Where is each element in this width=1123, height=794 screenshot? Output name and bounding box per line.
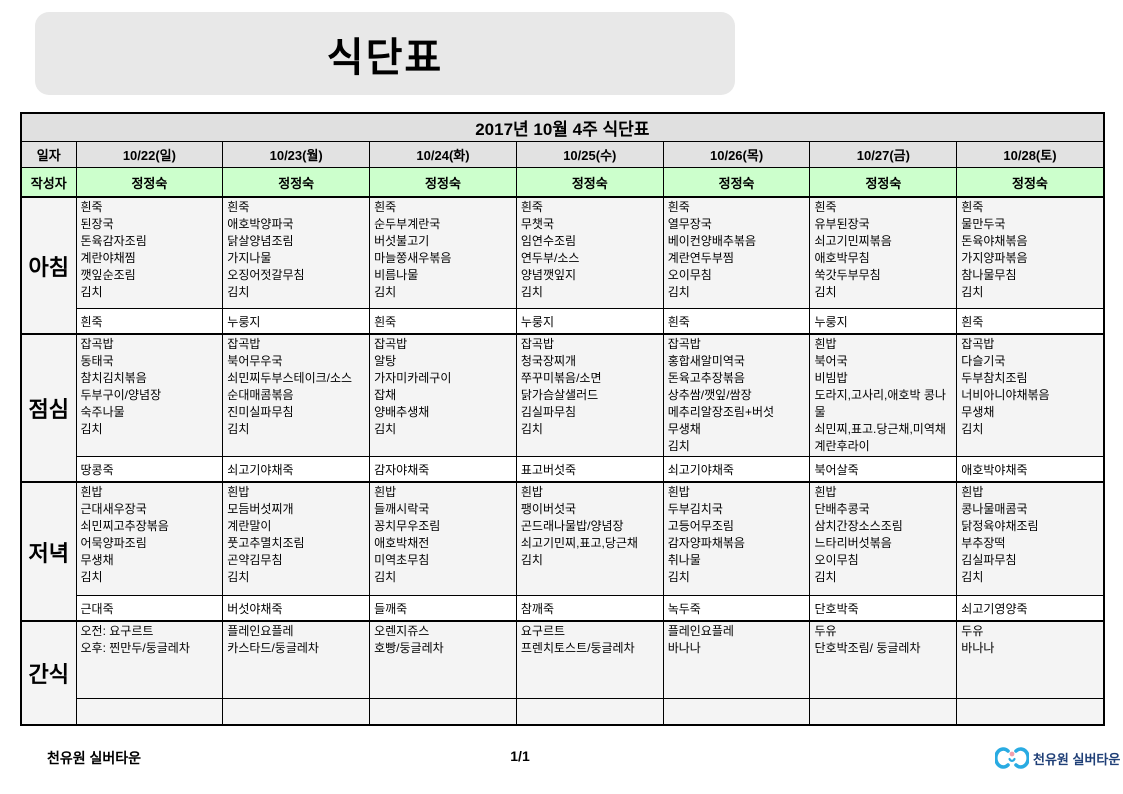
menu-cell: 요구르트 프렌치토스트/둥글레차 [515, 620, 664, 700]
facility-logo-icon [995, 745, 1029, 771]
porridge-cell: 근대죽 [75, 595, 224, 623]
snack-row: 간식 오전: 요구르트 오후: 찐만두/둥글레차 플레인요플레 카스타드/둥글레… [20, 620, 1105, 727]
menu-cell: 잡곡밥 알탕 가자미카레구이 잡채 양배추생채 김치 [369, 333, 517, 458]
porridge-cell: 애호박야채죽 [956, 456, 1105, 484]
footer-logo: 천유원 실버타운 [995, 745, 1120, 771]
porridge-cell: 흰죽 [369, 308, 517, 335]
meal-label-breakfast: 아침 [20, 196, 77, 335]
menu-cell: 오전: 요구르트 오후: 찐만두/둥글레차 [75, 620, 224, 700]
footer-logo-text: 천유원 실버타운 [1033, 751, 1121, 767]
menu-cell: 흰죽 된장국 돈육감자조림 계란야채찜 깻잎순조림 김치 [75, 196, 224, 309]
date-header: 10/28(토) [956, 141, 1105, 168]
menu-cell: 흰밥 북어국 비빔밥 도라지,고사리,애호박 콩나물 쇠민찌,표고.당근채,미역… [809, 333, 958, 458]
date-header: 10/22(일) [75, 141, 224, 168]
lunch-porridge-row: 땅콩죽 쇠고기야채죽 감자야채죽 표고버섯죽 쇠고기야채죽 북어살죽 애호박야채… [21, 456, 1105, 484]
empty-cell [515, 698, 664, 727]
menu-cell: 잡곡밥 홍합새알미역국 돈육고추장볶음 상추쌈/깻잎/쌈장 메추리알장조림+버섯… [662, 333, 811, 458]
porridge-cell: 누룽지 [809, 308, 958, 335]
empty-cell [809, 698, 958, 727]
menu-cell: 흰죽 유부된장국 쇠고기민찌볶음 애호박무침 쑥갓두부무침 김치 [809, 196, 958, 309]
table-title: 2017년 10월 4주 식단표 [20, 112, 1105, 142]
author-cell: 정정숙 [75, 167, 224, 198]
menu-cell: 잡곡밥 동태국 참치김치볶음 두부구이/양념장 숙주나물 김치 [75, 333, 224, 458]
porridge-cell: 누룽지 [515, 308, 664, 335]
author-row: 작성자 정정숙 정정숙 정정숙 정정숙 정정숙 정정숙 정정숙 [20, 167, 1105, 198]
porridge-cell: 땅콩죽 [75, 456, 224, 484]
meal-label-dinner: 저녁 [20, 481, 77, 623]
menu-cell: 흰죽 열무장국 베이컨양배추볶음 계란연두부찜 오이무침 김치 [662, 196, 811, 309]
date-header: 10/27(금) [809, 141, 958, 168]
page-title-banner: 식단표 [35, 12, 735, 95]
menu-cell: 흰밥 모듬버섯찌개 계란말이 풋고추멸치조림 곤약김무침 김치 [222, 481, 371, 597]
menu-cell: 흰죽 물만두국 돈육야채볶음 가지양파볶음 참나물무침 김치 [956, 196, 1105, 309]
porridge-cell: 표고버섯죽 [515, 456, 664, 484]
menu-cell: 흰밥 근대새우장국 쇠민찌고추장볶음 어묵양파조림 무생채 김치 [75, 481, 224, 597]
empty-cell [369, 698, 517, 727]
date-header: 10/24(화) [369, 141, 517, 168]
footer-page-number: 1/1 [510, 748, 530, 764]
porridge-cell: 쇠고기야채죽 [662, 456, 811, 484]
porridge-cell: 누룽지 [222, 308, 371, 335]
menu-cell: 두유 바나나 [956, 620, 1105, 700]
menu-cell: 잡곡밥 다슬기국 두부참치조림 너비아니야채볶음 무생채 김치 [956, 333, 1105, 458]
author-cell: 정정숙 [515, 167, 664, 198]
footer-facility-name: 천유원 실버타운 [47, 750, 142, 766]
menu-cell: 잡곡밥 북어무우국 쇠민찌두부스테이크/소스 순대매콤볶음 진미실파무침 김치 [222, 333, 371, 458]
lunch-row: 점심 잡곡밥 동태국 참치김치볶음 두부구이/양념장 숙주나물 김치 잡곡밥 북… [20, 332, 1105, 484]
porridge-cell: 흰죽 [956, 308, 1105, 335]
porridge-cell: 녹두죽 [662, 595, 811, 623]
meal-label-lunch: 점심 [20, 332, 77, 484]
page-title: 식단표 [326, 35, 444, 80]
menu-cell: 흰밥 단배추콩국 삼치간장소스조림 느타리버섯볶음 오이무침 김치 [809, 481, 958, 597]
menu-cell: 흰밥 콩나물매콤국 닭정육야채조림 부추장떡 김실파무침 김치 [956, 481, 1105, 597]
menu-cell: 흰밥 두부김치국 고등어무조림 감자양파채볶음 취나물 김치 [662, 481, 811, 597]
date-row: 일자 10/22(일) 10/23(월) 10/24(화) 10/25(수) 1… [20, 141, 1105, 168]
dinner-porridge-row: 근대죽 버섯야채죽 들깨죽 참깨죽 녹두죽 단호박죽 쇠고기영양죽 [21, 595, 1105, 623]
author-cell: 정정숙 [662, 167, 811, 198]
author-cell: 정정숙 [956, 167, 1105, 198]
menu-cell: 플레인요플레 카스타드/둥글레차 [222, 620, 371, 700]
date-header: 10/26(목) [662, 141, 811, 168]
porridge-cell: 북어살죽 [809, 456, 958, 484]
dinner-row: 저녁 흰밥 근대새우장국 쇠민찌고추장볶음 어묵양파조림 무생채 김치 흰밥 모… [20, 481, 1105, 623]
breakfast-porridge-row: 흰죽 누룽지 흰죽 누룽지 흰죽 누룽지 흰죽 [21, 308, 1105, 335]
menu-cell: 흰죽 애호박양파국 닭살양념조림 가지나물 오징어젓갈무침 김치 [222, 196, 371, 309]
breakfast-row: 아침 흰죽 된장국 돈육감자조림 계란야채찜 깻잎순조림 김치 흰죽 애호박양파… [20, 196, 1105, 335]
meal-plan-table: 2017년 10월 4주 식단표 일자 10/22(일) 10/23(월) 10… [20, 112, 1105, 727]
menu-cell: 오렌지쥬스 호빵/둥글레차 [369, 620, 517, 700]
author-cell: 정정숙 [369, 167, 517, 198]
author-cell: 정정숙 [809, 167, 958, 198]
porridge-cell: 쇠고기야채죽 [222, 456, 371, 484]
meal-label-snack: 간식 [20, 620, 77, 727]
author-row-label: 작성자 [20, 167, 77, 198]
empty-cell [956, 698, 1105, 727]
porridge-cell: 참깨죽 [515, 595, 664, 623]
porridge-cell: 단호박죽 [809, 595, 958, 623]
menu-cell: 두유 단호박조림/ 둥글레차 [809, 620, 958, 700]
menu-cell: 흰죽 순두부계란국 버섯불고기 마늘쫑새우볶음 비름나물 김치 [369, 196, 517, 309]
menu-cell: 흰밥 팽이버섯국 곤드래나물밥/양념장 쇠고기민찌,표고,당근채 김치 [515, 481, 664, 597]
date-header: 10/25(수) [515, 141, 664, 168]
table-title-row: 2017년 10월 4주 식단표 [20, 112, 1105, 142]
menu-cell: 흰죽 무챗국 임연수조림 연두부/소스 양념깻잎지 김치 [515, 196, 664, 309]
menu-cell: 흰밥 들깨시락국 꽁치무우조림 애호박채전 미역초무침 김치 [369, 481, 517, 597]
snack-empty-row [21, 698, 1105, 727]
author-cell: 정정숙 [222, 167, 371, 198]
menu-cell: 플레인요플레 바나나 [662, 620, 811, 700]
date-header: 10/23(월) [222, 141, 371, 168]
empty-cell [75, 698, 224, 727]
menu-cell: 잡곡밥 청국장찌개 쭈꾸미볶음/소면 닭가슴살샐러드 김실파무침 김치 [515, 333, 664, 458]
date-row-label: 일자 [20, 141, 77, 168]
porridge-cell: 들깨죽 [369, 595, 517, 623]
empty-cell [662, 698, 811, 727]
porridge-cell: 쇠고기영양죽 [956, 595, 1105, 623]
porridge-cell: 버섯야채죽 [222, 595, 371, 623]
porridge-cell: 흰죽 [75, 308, 224, 335]
empty-cell [222, 698, 371, 727]
porridge-cell: 감자야채죽 [369, 456, 517, 484]
porridge-cell: 흰죽 [662, 308, 811, 335]
